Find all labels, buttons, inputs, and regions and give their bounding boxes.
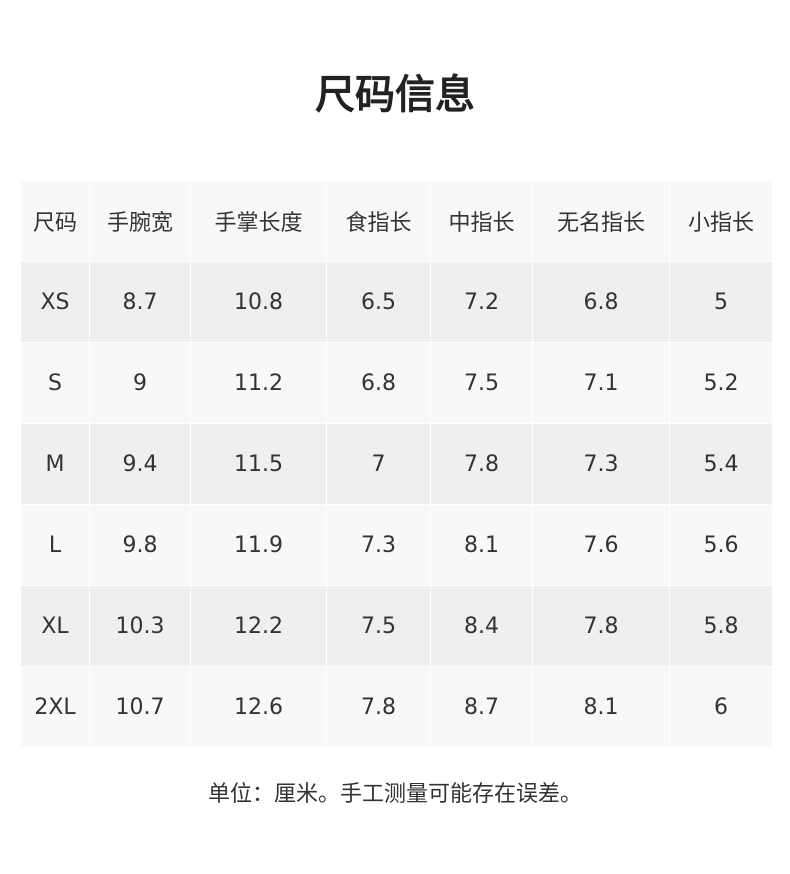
- table-cell: 11.9: [190, 504, 327, 586]
- table-row: XL 10.3 12.2 7.5 8.4 7.8 5.8: [20, 585, 773, 667]
- table-cell: 10.3: [89, 585, 191, 667]
- table-cell: 7: [326, 423, 431, 505]
- column-header: 食指长: [326, 180, 431, 262]
- column-header: 中指长: [430, 180, 533, 262]
- table-cell: 8.1: [430, 504, 533, 586]
- table-row: L 9.8 11.9 7.3 8.1 7.6 5.6: [20, 504, 773, 586]
- page-title: 尺码信息: [315, 72, 475, 118]
- table-cell: 7.6: [532, 504, 670, 586]
- table-cell: 5: [669, 261, 773, 343]
- table-cell: 7.8: [326, 666, 431, 748]
- unit-note: 单位：厘米。手工测量可能存在误差。: [207, 782, 582, 807]
- table-cell: 9.8: [89, 504, 191, 586]
- table-cell: 6.5: [326, 261, 431, 343]
- column-header: 小指长: [669, 180, 773, 262]
- table-cell: L: [20, 504, 90, 586]
- table-cell: 6.8: [326, 342, 431, 424]
- table-cell: 12.2: [190, 585, 327, 667]
- table-cell: XS: [20, 261, 90, 343]
- table-cell: 6: [669, 666, 773, 748]
- table-cell: 2XL: [20, 666, 90, 748]
- table-cell: 10.8: [190, 261, 327, 343]
- table-cell: 5.6: [669, 504, 773, 586]
- table-cell: 9: [89, 342, 191, 424]
- table-cell: 8.7: [89, 261, 191, 343]
- table-cell: 8.4: [430, 585, 533, 667]
- table-cell: 9.4: [89, 423, 191, 505]
- column-header: 手腕宽: [89, 180, 191, 262]
- table-cell: 12.6: [190, 666, 327, 748]
- table-cell: 5.2: [669, 342, 773, 424]
- table-cell: 7.1: [532, 342, 670, 424]
- size-table: 尺码 手腕宽 手掌长度 食指长 中指长 无名指长 小指长 XS 8.7 10.8 6.5 7.2 6.8…: [20, 180, 773, 748]
- table-row: 2XL 10.7 12.6 7.8 8.7 8.1 6: [20, 666, 773, 748]
- table-cell: 8.7: [430, 666, 533, 748]
- table-row: XS 8.7 10.8 6.5 7.2 6.8 5: [20, 261, 773, 343]
- table-cell: M: [20, 423, 90, 505]
- table-cell: XL: [20, 585, 90, 667]
- table-cell: 6.8: [532, 261, 670, 343]
- table-cell: 7.3: [326, 504, 431, 586]
- table-cell: 5.4: [669, 423, 773, 505]
- table-cell: 8.1: [532, 666, 670, 748]
- table-cell: 7.8: [430, 423, 533, 505]
- table-cell: 11.2: [190, 342, 327, 424]
- table-cell: 7.5: [430, 342, 533, 424]
- table-row: M 9.4 11.5 7 7.8 7.3 5.4: [20, 423, 773, 505]
- table-cell: 7.3: [532, 423, 670, 505]
- table-cell: 5.8: [669, 585, 773, 667]
- column-header: 手掌长度: [190, 180, 327, 262]
- column-header: 尺码: [20, 180, 90, 262]
- table-cell: 7.5: [326, 585, 431, 667]
- table-row: S 9 11.2 6.8 7.5 7.1 5.2: [20, 342, 773, 424]
- header-row: 尺码 手腕宽 手掌长度 食指长 中指长 无名指长 小指长: [20, 180, 773, 262]
- table-cell: S: [20, 342, 90, 424]
- table-cell: 10.7: [89, 666, 191, 748]
- table-cell: 7.2: [430, 261, 533, 343]
- table-cell: 11.5: [190, 423, 327, 505]
- column-header: 无名指长: [532, 180, 670, 262]
- table-cell: 7.8: [532, 585, 670, 667]
